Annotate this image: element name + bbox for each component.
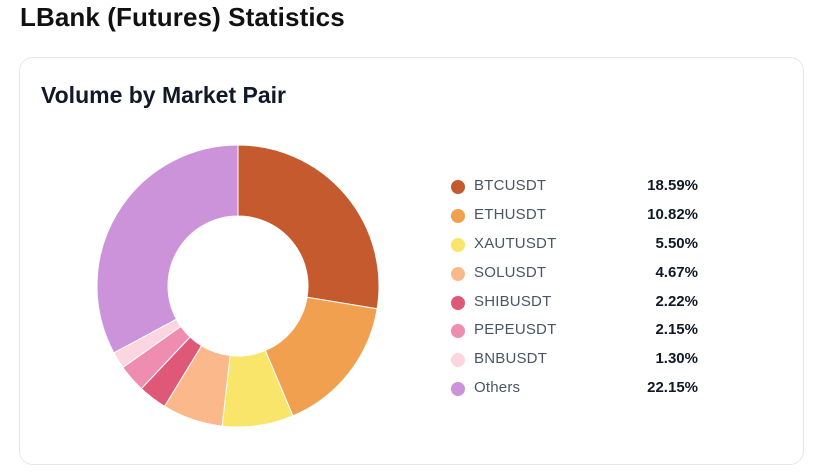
legend-swatch <box>451 353 465 368</box>
legend-item-xautusdt[interactable]: XAUTUSDT 5.50% <box>450 233 710 262</box>
legend-value: 4.67% <box>655 263 698 281</box>
legend-value: 5.50% <box>655 234 698 252</box>
donut-slice-btcusdt[interactable] <box>237 144 380 310</box>
legend-item-others[interactable]: Others 22.15% <box>450 377 710 406</box>
legend-label: XAUTUSDT <box>474 234 557 252</box>
legend-item-solusdt[interactable]: SOLUSDT 4.67% <box>450 262 710 291</box>
chart-legend: BTCUSDT 18.59% ETHUSDT 10.82% XAUTUSDT 5.50% S… <box>450 175 710 406</box>
legend-swatch <box>451 382 465 397</box>
legend-item-ethusdt[interactable]: ETHUSDT 10.82% <box>450 204 710 233</box>
legend-item-bnbusdt[interactable]: BNBUSDT 1.30% <box>450 348 710 377</box>
legend-swatch <box>451 237 465 252</box>
legend-label: PEPEUSDT <box>474 321 557 339</box>
legend-value: 18.59% <box>647 177 698 194</box>
legend-label: Others <box>474 379 521 397</box>
legend-item-btcusdt[interactable]: BTCUSDT 18.59% <box>450 175 710 204</box>
card-title: Volume by Market Pair <box>41 82 286 108</box>
legend-label: BTCUSDT <box>474 177 547 194</box>
legend-value: 2.22% <box>655 292 698 310</box>
legend-item-pepeusdt[interactable]: PEPEUSDT 2.15% <box>450 319 710 348</box>
page-title: LBank (Futures) Statistics <box>20 2 345 32</box>
legend-value: 10.82% <box>647 205 698 223</box>
volume-card: Volume by Market Pair BTCUSDT 18.59% ETHUS… <box>19 57 804 465</box>
legend-label: SOLUSDT <box>474 263 547 281</box>
legend-value: 1.30% <box>655 350 698 368</box>
legend-swatch <box>451 180 465 194</box>
legend-value: 2.15% <box>655 321 698 339</box>
legend-swatch <box>451 266 465 281</box>
legend-swatch <box>451 295 465 310</box>
legend-swatch <box>451 324 465 339</box>
legend-item-shibusdt[interactable]: SHIBUSDT 2.22% <box>450 291 710 320</box>
legend-label: ETHUSDT <box>474 205 547 223</box>
legend-value: 22.15% <box>647 379 698 397</box>
donut-slice-others[interactable] <box>96 144 239 354</box>
donut-chart <box>96 144 380 428</box>
legend-label: BNBUSDT <box>474 350 548 368</box>
legend-label: SHIBUSDT <box>474 292 552 310</box>
legend-swatch <box>451 208 465 223</box>
